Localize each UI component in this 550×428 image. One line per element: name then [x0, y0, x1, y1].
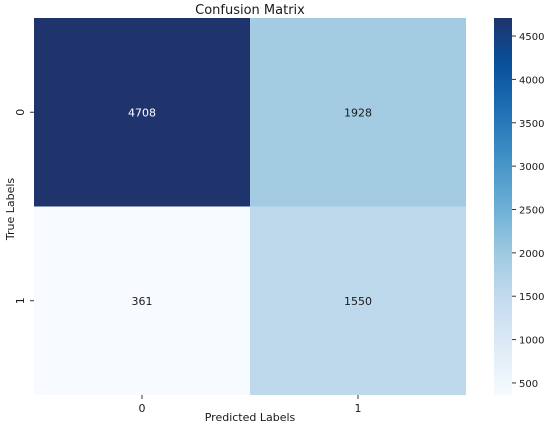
colorbar-tick-label-3: 2000 — [519, 249, 544, 260]
heatmap-cell-0-0 — [34, 18, 250, 207]
colorbar-tick-label-5: 3000 — [519, 162, 544, 173]
chart-title: Confusion Matrix — [195, 3, 305, 18]
colorbar-ticks: 500 1000 1500 2000 2500 3000 3500 4000 4500 — [512, 32, 544, 390]
y-tick-label-1: 1 — [14, 297, 27, 304]
heatmap-cell-1-0 — [34, 206, 250, 395]
colorbar-tick-label-7: 4000 — [519, 75, 544, 86]
y-axis-label: True Labels — [4, 178, 17, 242]
colorbar-tick-label-0: 500 — [519, 379, 538, 390]
heatmap-cell-0-1 — [250, 18, 466, 207]
cell-value-0-0: 4708 — [128, 106, 156, 119]
colorbar — [494, 18, 512, 395]
y-tick-label-0: 0 — [14, 109, 27, 116]
x-tick-label-0: 0 — [139, 402, 146, 415]
cell-value-1-1: 1550 — [344, 295, 372, 308]
colorbar-tick-label-1: 1000 — [519, 336, 544, 347]
colorbar-tick-label-2: 1500 — [519, 292, 544, 303]
heatmap-cells: 4708 1928 361 1550 — [34, 18, 466, 395]
cell-value-1-0: 361 — [132, 295, 153, 308]
colorbar-tick-label-8: 4500 — [519, 32, 544, 43]
cell-value-0-1: 1928 — [344, 106, 372, 119]
x-tick-label-1: 1 — [355, 402, 362, 415]
colorbar-tick-label-4: 2500 — [519, 205, 544, 216]
colorbar-tick-label-6: 3500 — [519, 119, 544, 130]
x-axis-label: Predicted Labels — [205, 411, 296, 424]
heatmap-cell-1-1 — [250, 206, 466, 395]
y-axis-ticks: 01 — [14, 109, 34, 304]
